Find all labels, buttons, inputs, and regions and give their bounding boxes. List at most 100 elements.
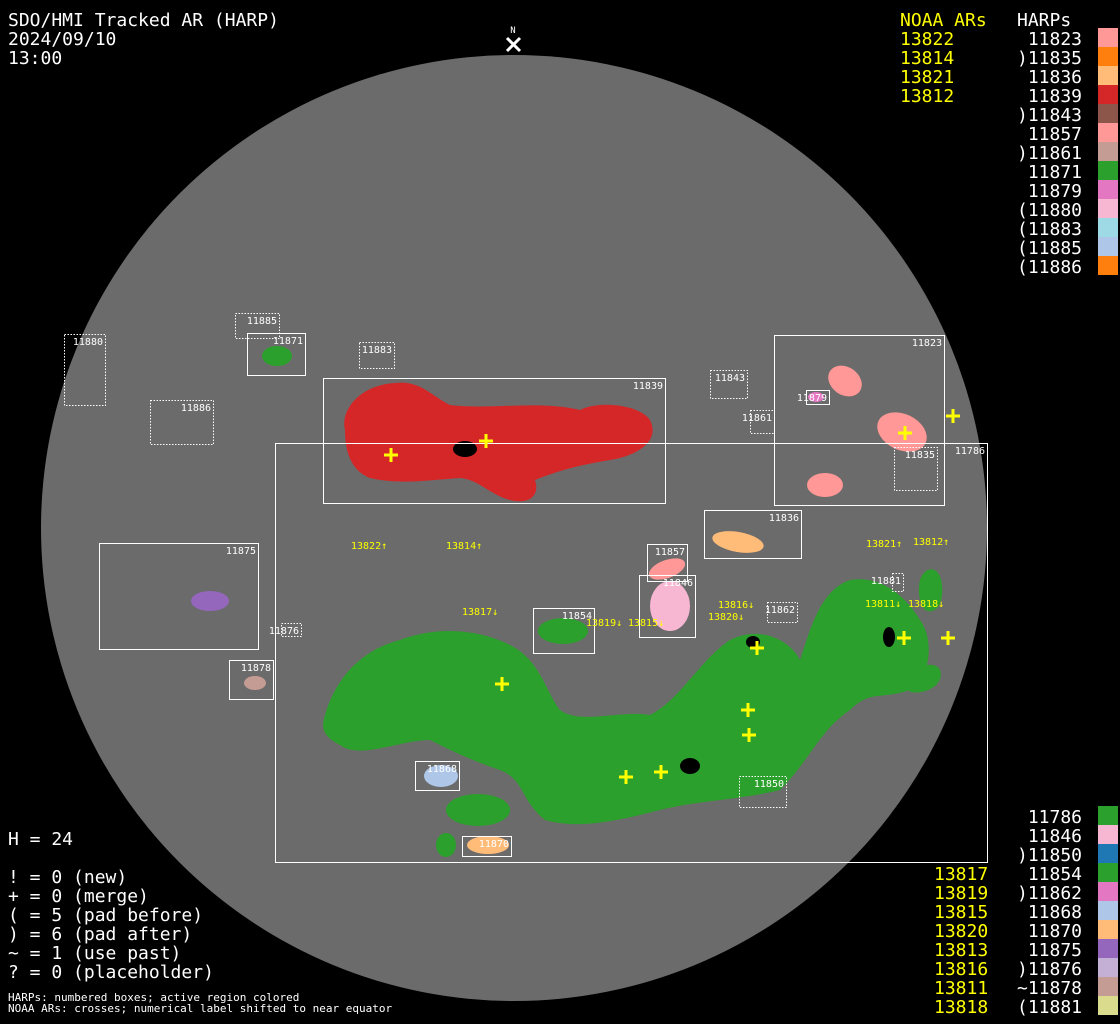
harp-box-11843[interactable]: 11843 [710, 370, 748, 399]
harp-box-11880[interactable]: 11880 [64, 334, 106, 406]
harp-box-label: 11835 [905, 450, 935, 461]
harp-box-11879[interactable]: 11879 [797, 390, 830, 405]
harp-color-swatch [1098, 237, 1118, 256]
noaa-ar-item: 13811 [934, 978, 989, 999]
harp-box-11885[interactable]: 11885 [235, 313, 280, 339]
noaa-cross-icon [479, 434, 493, 448]
noaa-ar-item: 13812 [900, 86, 955, 107]
harp-box-11876[interactable]: 11876 [269, 623, 302, 638]
harp-box-outline [99, 543, 259, 650]
noaa-ar-item: 13821 [900, 67, 955, 88]
noaa-cross-icon [941, 631, 955, 645]
status-count-line: ? = 0 (placeholder) [8, 962, 214, 983]
region-11786-fragment [905, 664, 941, 693]
status-count-line: ~ = 1 (use past) [8, 943, 182, 964]
region-11854 [538, 618, 588, 644]
harp-color-swatch [1098, 142, 1118, 161]
harp-box-11862[interactable]: 11862 [765, 602, 798, 623]
harp-box-11836[interactable]: 11836 [704, 510, 802, 559]
harp-box-label: 11823 [912, 338, 942, 349]
harp-box-outline [323, 378, 666, 504]
title: SDO/HMI Tracked AR (HARP) [8, 10, 279, 31]
time: 13:00 [8, 48, 63, 69]
noaa-crosses [384, 409, 960, 784]
harp-color-swatch [1098, 825, 1118, 844]
harp-box-11839[interactable]: 11839 [323, 378, 666, 504]
noaa-label: 13811↓ [865, 599, 901, 610]
harp-box-11850[interactable]: 11850 [739, 776, 787, 808]
harp-color-swatch [1098, 66, 1118, 85]
region-11823 [828, 365, 862, 397]
region-11846 [650, 581, 690, 631]
harp-box-label: 11861 [742, 413, 772, 424]
harp-box-outline [533, 608, 595, 654]
north-cross-icon [505, 36, 522, 53]
harp-color-swatch [1098, 806, 1118, 825]
noaa-label: 13818↓ [908, 599, 944, 610]
harp-legend-item: (11881 [1017, 997, 1083, 1018]
harp-color-swatch [1098, 199, 1118, 218]
noaa-cross-icon [897, 631, 911, 645]
harp-box-11886[interactable]: 11886 [150, 400, 214, 445]
noaa-ar-item: 13817 [934, 864, 989, 885]
harp-box-11846[interactable]: 11846 [639, 575, 696, 638]
noaa-ar-item: 13813 [934, 940, 989, 961]
harp-box-outline [806, 390, 830, 405]
harp-box-11786[interactable]: 11786 [275, 443, 988, 863]
harp-box-11883[interactable]: 11883 [359, 342, 395, 369]
harp-box-label: 11857 [655, 547, 685, 558]
harp-box-11875[interactable]: 11875 [99, 543, 259, 650]
harp-box-11857[interactable]: 11857 [647, 544, 688, 582]
noaa-cross-icon [741, 703, 755, 717]
harp-box-label: 11878 [241, 663, 271, 674]
harp-box-outline [750, 410, 775, 434]
harp-legend-item: )11843 [1017, 105, 1083, 126]
harp-boxes: 11880 11885 11871 11883 11886 11839 11843 11861… [64, 313, 988, 863]
harp-legend-item: )11876 [1017, 959, 1083, 980]
harp-box-outline [647, 544, 688, 582]
harp-box-outline [639, 575, 696, 638]
harp-box-label: 11862 [765, 605, 795, 616]
noaa-cross-icon [384, 448, 398, 462]
harp-box-11868[interactable]: 11868 [415, 761, 460, 791]
harp-box-outline [281, 623, 302, 637]
harp-box-label: 11843 [715, 373, 745, 384]
noaa-label: 13814↑ [446, 541, 482, 552]
harp-box-11878[interactable]: 11878 [229, 660, 274, 700]
harp-color-swatch [1098, 863, 1118, 882]
harp-box-outline [415, 761, 460, 791]
harp-box-label: 11883 [362, 345, 392, 356]
harp-legend-item: ~11878 [1017, 978, 1083, 999]
harp-box-11871[interactable]: 11871 [247, 333, 306, 376]
region-11857 [648, 558, 686, 580]
solar-disk [41, 55, 987, 1001]
harp-box-label: 11879 [797, 393, 827, 404]
harp-box-label: 11786 [955, 446, 985, 457]
harp-box-11823[interactable]: 11823 [774, 335, 945, 506]
harp-legend-item: 11836 [1017, 67, 1083, 88]
harp-box-label: 11871 [273, 336, 303, 347]
harp-color-swatch [1098, 844, 1118, 863]
harp-box-label: 11868 [427, 764, 457, 775]
harp-box-11861[interactable]: 11861 [742, 410, 775, 434]
harp-box-outline [774, 335, 945, 506]
harp-box-outline [247, 333, 306, 376]
noaa-ar-item: 13815 [934, 902, 989, 923]
region-11786-fragment [436, 833, 456, 857]
harp-box-11835[interactable]: 11835 [894, 447, 938, 491]
north-label: N [510, 26, 515, 36]
harp-box-11870[interactable]: 11870 [462, 836, 512, 857]
noaa-label: 13822↑ [351, 541, 387, 552]
noaa-label: 13816↓ [718, 600, 754, 611]
harp-legend-item: 11879 [1017, 181, 1083, 202]
harp-box-outline [710, 370, 748, 399]
noaa-label: 13815↓ [628, 618, 664, 629]
harp-legend-item: 11871 [1017, 162, 1083, 183]
harp-box-11854[interactable]: 11854 [533, 608, 595, 654]
harp-legend-item: (11880 [1017, 200, 1083, 221]
harp-box-label: 11881 [871, 576, 901, 587]
harp-legend-item: (11886 [1017, 257, 1083, 278]
harp-box-11881[interactable]: 11881 [871, 573, 904, 592]
harp-legend-item: )11862 [1017, 883, 1083, 904]
region-11875 [191, 591, 229, 611]
